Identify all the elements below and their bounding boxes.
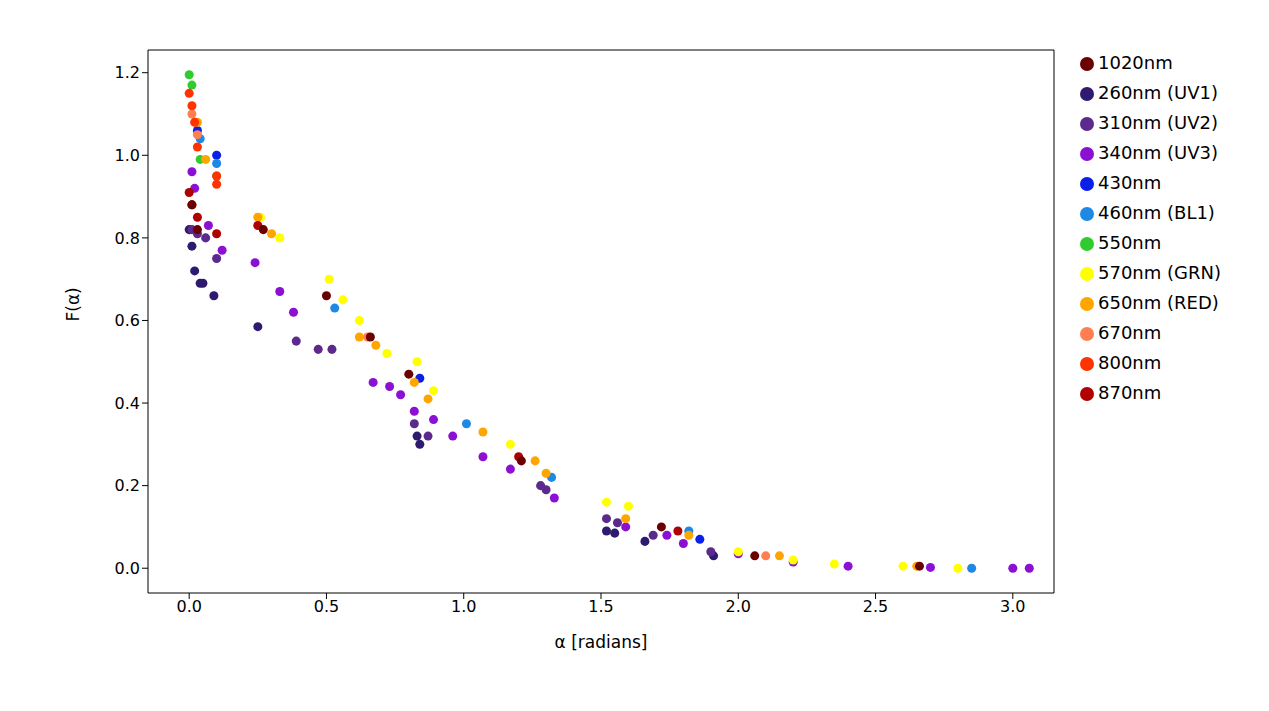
- svg-text:2.5: 2.5: [863, 597, 888, 616]
- html-text:550nm: 550nm: [1098, 232, 1162, 253]
- html-text:800nm: 800nm: [1098, 352, 1162, 373]
- html-text:430nm: 430nm: [1098, 172, 1162, 193]
- svg-text:0.0: 0.0: [115, 559, 140, 578]
- svg-text:1.2: 1.2: [115, 63, 140, 82]
- svg-text:2.0: 2.0: [726, 597, 751, 616]
- html-text:570nm (GRN): 570nm (GRN): [1098, 262, 1221, 283]
- html-text:340nm (UV3): 340nm (UV3): [1098, 142, 1218, 163]
- svg-text:0.6: 0.6: [115, 311, 140, 330]
- svg-text:0.4: 0.4: [115, 394, 140, 413]
- svg-text:0.0: 0.0: [176, 597, 201, 616]
- html-text:260nm (UV1): 260nm (UV1): [1098, 82, 1218, 103]
- html-text:1020nm: 1020nm: [1098, 52, 1173, 73]
- svg-text:3.0: 3.0: [1000, 597, 1025, 616]
- svg-text:F(α): F(α): [63, 287, 83, 321]
- svg-text:0.8: 0.8: [115, 229, 140, 248]
- html-text:670nm: 670nm: [1098, 322, 1162, 343]
- html-text:650nm (RED): 650nm (RED): [1098, 292, 1219, 313]
- svg-text:1.0: 1.0: [451, 597, 476, 616]
- svg-text:1.5: 1.5: [588, 597, 613, 616]
- svg-text:1.0: 1.0: [115, 146, 140, 165]
- html-text:460nm (BL1): 460nm (BL1): [1098, 202, 1215, 223]
- html-text:870nm: 870nm: [1098, 382, 1162, 403]
- svg-text:0.2: 0.2: [115, 476, 140, 495]
- html-text:310nm (UV2): 310nm (UV2): [1098, 112, 1218, 133]
- svg-text:0.5: 0.5: [314, 597, 339, 616]
- svg-text:α [radians]: α [radians]: [555, 632, 648, 652]
